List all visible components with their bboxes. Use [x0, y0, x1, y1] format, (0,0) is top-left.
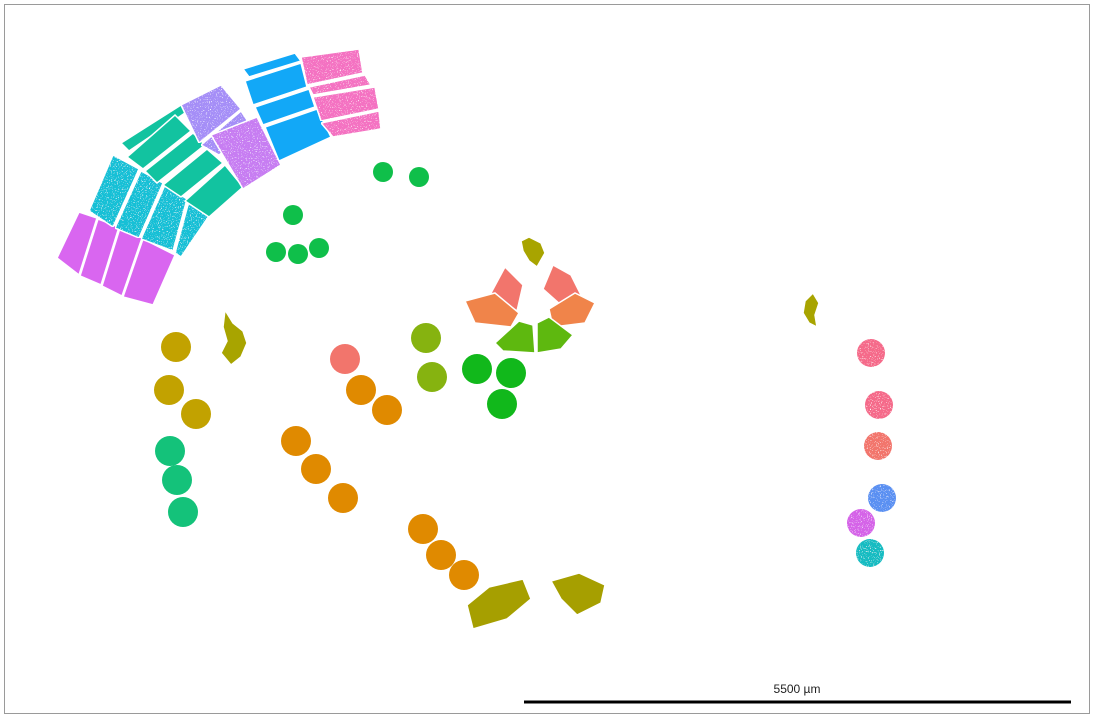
tissue-spot [330, 344, 360, 374]
tissue-section [536, 316, 575, 354]
tissue-spot [281, 426, 311, 456]
tissue-spot [346, 375, 376, 405]
tissue-spot [409, 167, 429, 187]
tissue-section [802, 291, 820, 329]
tissue-spot [496, 358, 526, 388]
tissue-spot [411, 323, 441, 353]
tissue-spot [373, 162, 393, 182]
tissue-spot [372, 395, 402, 425]
tissue-spot [266, 242, 286, 262]
tissue-spot [462, 354, 492, 384]
tissue-section [312, 86, 380, 122]
tissue-section [241, 52, 303, 78]
tissue-section [244, 62, 308, 106]
tissue-spot [168, 497, 198, 527]
tissue-section [307, 74, 373, 96]
tissue-spot [328, 483, 358, 513]
tissue-section [209, 116, 282, 191]
tissue-section [466, 578, 532, 630]
tissue-spot [426, 540, 456, 570]
tissue-section [300, 48, 364, 86]
tissue-section [520, 236, 546, 269]
tissue-section [56, 211, 98, 277]
tissue-spot [449, 560, 479, 590]
tissue-section [253, 88, 316, 126]
tissue-spot [288, 244, 308, 264]
tissue-section [88, 153, 140, 229]
tissue-section [220, 307, 248, 367]
spatial-tissue-map: 5500 µm [56, 48, 1071, 704]
tissue-spot [301, 454, 331, 484]
tissue-regions [56, 48, 896, 630]
tissue-section [549, 572, 606, 616]
tissue-section [161, 148, 225, 198]
tissue-spot [856, 539, 884, 567]
tissue-section [319, 110, 382, 138]
tissue-spot [283, 205, 303, 225]
tissue-spot [847, 509, 875, 537]
tissue-spot [154, 375, 184, 405]
tissue-spot [417, 362, 447, 392]
tissue-section [463, 292, 520, 328]
tissue-spot [161, 332, 191, 362]
tissue-section [264, 108, 333, 163]
tissue-section [125, 113, 193, 170]
tissue-spot [868, 484, 896, 512]
tissue-spot [181, 399, 211, 429]
tissue-spot [864, 432, 892, 460]
tissue-spot [309, 238, 329, 258]
tissue-spot [155, 436, 185, 466]
tissue-section [180, 84, 243, 145]
tissue-section [122, 237, 176, 306]
tissue-spot [487, 389, 517, 419]
tissue-spot [857, 339, 885, 367]
scale-bar-label: 5500 µm [774, 682, 821, 696]
plot-frame: 5500 µm [4, 4, 1090, 714]
tissue-section [493, 320, 536, 354]
tissue-spot [408, 514, 438, 544]
tissue-spot [162, 465, 192, 495]
tissue-spot [865, 391, 893, 419]
tissue-section [113, 169, 164, 239]
